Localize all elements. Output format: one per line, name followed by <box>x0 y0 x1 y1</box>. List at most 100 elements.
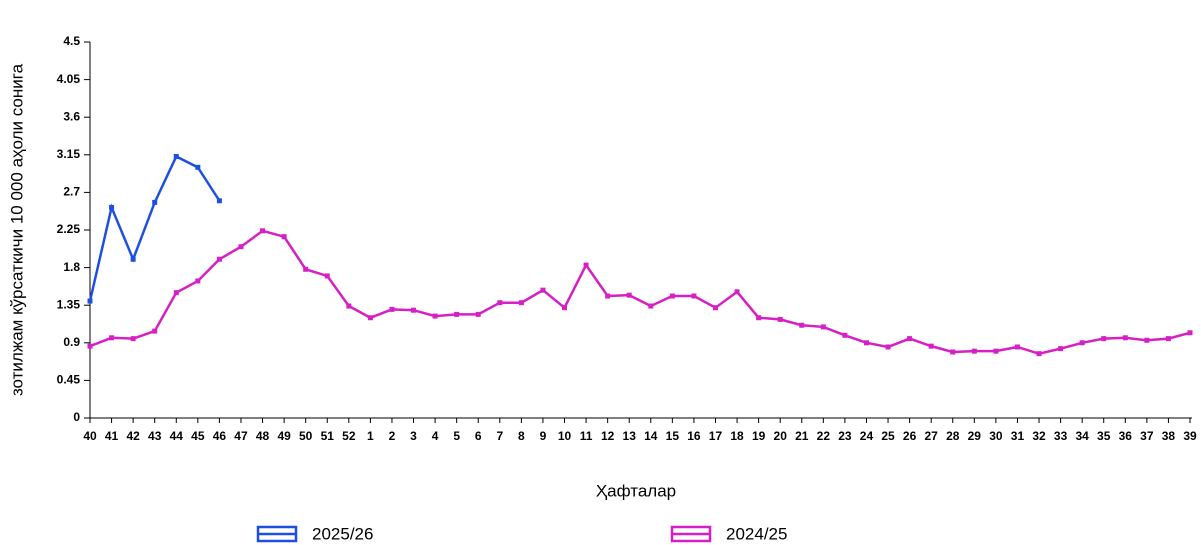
point <box>303 266 309 272</box>
x-tick-label: 14 <box>644 429 658 443</box>
point <box>1014 344 1020 350</box>
point <box>475 311 481 317</box>
x-tick-label: 51 <box>321 429 335 443</box>
x-tick-label: 23 <box>838 429 852 443</box>
point <box>562 305 568 311</box>
point <box>669 293 675 299</box>
x-tick-label: 46 <box>213 429 227 443</box>
x-tick-label: 10 <box>558 429 572 443</box>
x-tick-label: 42 <box>126 429 140 443</box>
point <box>928 343 934 349</box>
x-tick-label: 39 <box>1183 429 1197 443</box>
x-tick-label: 32 <box>1032 429 1046 443</box>
point <box>346 303 352 309</box>
x-tick-label: 16 <box>687 429 701 443</box>
x-tick-label: 27 <box>924 429 938 443</box>
x-tick-label: 22 <box>817 429 831 443</box>
point <box>432 313 438 319</box>
x-tick-label: 40 <box>83 429 97 443</box>
x-tick-label: 34 <box>1075 429 1089 443</box>
x-tick-label: 49 <box>277 429 291 443</box>
point <box>777 316 783 322</box>
point <box>87 298 93 304</box>
point <box>87 343 93 349</box>
x-tick-label: 26 <box>903 429 917 443</box>
x-tick-label: 2 <box>389 429 396 443</box>
point <box>540 287 546 293</box>
x-tick-label: 37 <box>1140 429 1154 443</box>
y-tick-label: 2.7 <box>63 185 80 199</box>
point <box>130 336 136 342</box>
point <box>109 335 115 341</box>
point <box>1079 340 1085 346</box>
point <box>907 336 913 342</box>
y-tick-label: 3.15 <box>57 147 81 161</box>
y-axis-label: зотилжам кўрсаткичи 10 000 аҳоли сонига <box>7 63 26 396</box>
point <box>1165 336 1171 342</box>
point <box>734 289 740 295</box>
point <box>518 300 524 306</box>
x-tick-label: 8 <box>518 429 525 443</box>
legend-label: 2025/26 <box>312 524 373 543</box>
x-tick-label: 12 <box>601 429 615 443</box>
point <box>411 307 417 313</box>
point <box>216 198 222 204</box>
series-line <box>89 229 1191 355</box>
x-tick-label: 25 <box>881 429 895 443</box>
x-tick-label: 41 <box>105 429 119 443</box>
x-tick-label: 20 <box>774 429 788 443</box>
x-tick-label: 13 <box>623 429 637 443</box>
point <box>367 315 373 321</box>
point <box>152 199 158 205</box>
x-tick-label: 9 <box>540 429 547 443</box>
x-tick-label: 3 <box>410 429 417 443</box>
point <box>324 273 330 279</box>
point <box>130 256 136 262</box>
y-tick-label: 4.5 <box>63 34 80 48</box>
point <box>842 332 848 338</box>
point <box>238 244 244 250</box>
x-tick-label: 21 <box>795 429 809 443</box>
point <box>195 164 201 170</box>
point <box>389 306 395 312</box>
y-tick-label: 0 <box>73 410 80 424</box>
x-tick-label: 19 <box>752 429 766 443</box>
y-tick-label: 1.35 <box>57 297 81 311</box>
legend-label: 2024/25 <box>726 524 787 543</box>
point <box>626 292 632 298</box>
point <box>691 293 697 299</box>
x-tick-label: 1 <box>367 429 374 443</box>
point <box>1101 336 1107 342</box>
x-tick-label: 4 <box>432 429 439 443</box>
x-tick-label: 18 <box>730 429 744 443</box>
x-tick-label: 30 <box>989 429 1003 443</box>
point <box>712 305 718 311</box>
x-tick-label: 50 <box>299 429 313 443</box>
point <box>497 300 503 306</box>
point <box>1144 337 1150 343</box>
point <box>260 228 266 234</box>
point <box>756 315 762 321</box>
y-tick-label: 0.9 <box>63 335 80 349</box>
point <box>863 340 869 346</box>
x-tick-label: 38 <box>1162 429 1176 443</box>
point <box>971 348 977 354</box>
point <box>173 290 179 296</box>
x-tick-label: 17 <box>709 429 723 443</box>
x-tick-label: 45 <box>191 429 205 443</box>
x-tick-label: 6 <box>475 429 482 443</box>
x-tick-label: 15 <box>666 429 680 443</box>
point <box>820 324 826 330</box>
y-tick-label: 1.8 <box>63 260 80 274</box>
x-tick-label: 52 <box>342 429 356 443</box>
x-tick-label: 11 <box>580 429 593 443</box>
point <box>216 256 222 262</box>
point <box>454 311 460 317</box>
x-tick-label: 7 <box>496 429 503 443</box>
point <box>799 322 805 328</box>
point <box>885 344 891 350</box>
x-tick-label: 5 <box>453 429 460 443</box>
point <box>109 204 115 210</box>
x-tick-label: 33 <box>1054 429 1068 443</box>
point <box>1187 330 1193 336</box>
